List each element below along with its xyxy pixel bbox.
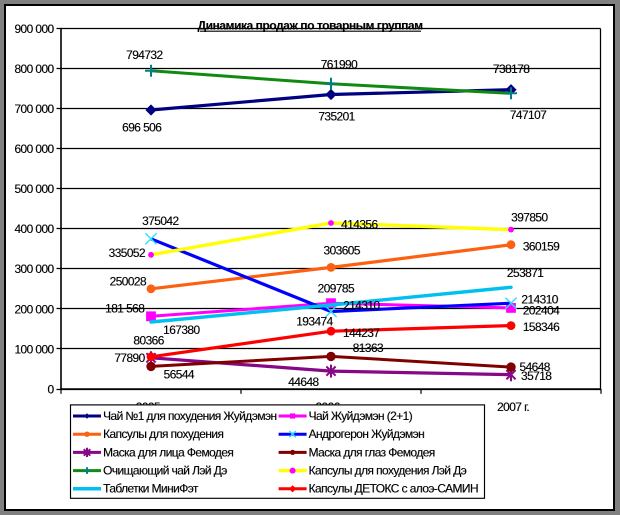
svg-text:500 000: 500 000 (14, 182, 54, 196)
svg-text:Чай Жуйдэмэн (2+1): Чай Жуйдэмэн (2+1) (309, 409, 413, 423)
svg-text:375042: 375042 (142, 214, 179, 228)
svg-text:335052: 335052 (109, 246, 146, 260)
svg-text:900 000: 900 000 (14, 22, 54, 36)
svg-text:81363: 81363 (353, 341, 384, 355)
svg-text:Чай №1 для похудения Жуйдэмэн: Чай №1 для похудения Жуйдэмэн (103, 409, 276, 423)
svg-text:100 000: 100 000 (14, 342, 54, 356)
svg-text:167380: 167380 (163, 323, 200, 337)
svg-text:Очищающий чай Лэй Дэ: Очищающий чай Лэй Дэ (103, 464, 227, 478)
svg-text:Капсулы для похудения: Капсулы для похудения (103, 427, 223, 441)
svg-text:360159: 360159 (523, 239, 560, 253)
svg-text:735201: 735201 (318, 109, 355, 123)
svg-text:35718: 35718 (521, 369, 552, 383)
svg-text:209785: 209785 (318, 282, 355, 296)
svg-text:77890: 77890 (114, 351, 145, 365)
svg-text:80366: 80366 (133, 333, 164, 347)
svg-text:800 000: 800 000 (14, 62, 54, 76)
svg-text:414356: 414356 (341, 217, 378, 231)
svg-text:738178: 738178 (493, 62, 530, 76)
svg-text:300 000: 300 000 (14, 262, 54, 276)
svg-text:Динамика продаж по товарным гр: Динамика продаж по товарным группам (197, 18, 423, 32)
svg-text:397850: 397850 (511, 211, 548, 225)
svg-text:696 506: 696 506 (122, 121, 162, 135)
svg-text:200 000: 200 000 (14, 302, 54, 316)
svg-text:Маска для лица Фемодея: Маска для лица Фемодея (103, 445, 233, 459)
svg-text:193474: 193474 (296, 314, 333, 328)
svg-text:Андрогерон Жуйдэмэн: Андрогерон Жуйдэмэн (309, 427, 425, 441)
svg-text:761990: 761990 (321, 58, 358, 72)
svg-text:Капсулы ДЕТОКС с алоэ-САМИН: Капсулы ДЕТОКС с алоэ-САМИН (309, 482, 478, 496)
svg-text:253871: 253871 (507, 266, 544, 280)
svg-text:747107: 747107 (510, 108, 547, 122)
svg-text:56544: 56544 (164, 368, 195, 382)
svg-text:54648: 54648 (519, 360, 550, 374)
svg-text:700 000: 700 000 (14, 102, 54, 116)
svg-text:250028: 250028 (110, 274, 147, 288)
svg-text:400 000: 400 000 (14, 222, 54, 236)
svg-text:Капсулы для похудения Лэй Дэ: Капсулы для похудения Лэй Дэ (309, 464, 467, 478)
svg-text:181 568: 181 568 (105, 302, 145, 316)
svg-text:0: 0 (47, 382, 54, 396)
svg-text:Таблетки МиниФэт: Таблетки МиниФэт (103, 482, 199, 496)
svg-text:44648: 44648 (288, 375, 319, 389)
svg-text:158346: 158346 (523, 320, 560, 334)
svg-text:600 000: 600 000 (14, 142, 54, 156)
svg-text:Маска для глаз Фемодея: Маска для глаз Фемодея (309, 445, 435, 459)
svg-text:2007 г.: 2007 г. (497, 400, 529, 414)
svg-text:214310: 214310 (343, 298, 380, 312)
svg-text:144237: 144237 (343, 326, 380, 340)
svg-text:794732: 794732 (126, 48, 163, 62)
svg-text:214310: 214310 (521, 292, 558, 306)
svg-text:202404: 202404 (523, 303, 560, 317)
svg-text:303605: 303605 (323, 243, 360, 257)
